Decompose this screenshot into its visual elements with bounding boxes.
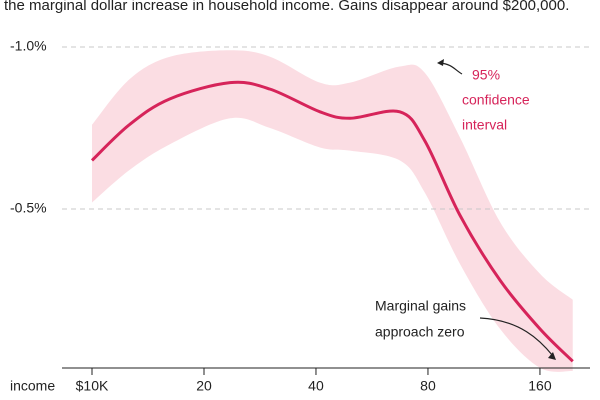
band-label: 95% [472,67,500,83]
arrowhead [437,59,444,66]
plot: -1.0% -0.5% $10K 20 40 80 160 95% confidence inte… [10,38,590,394]
x-tick-label: 20 [196,378,212,394]
x-tick-label: 160 [528,378,552,394]
arrow [479,317,554,357]
chart-subtitle: the marginal dollar increase in househol… [4,0,569,14]
x-tick-label: $10K [76,378,109,394]
x-tick-label: 80 [420,378,436,394]
line [90,80,574,363]
annotation: approach zero [375,324,465,340]
confidence-band [92,50,573,372]
x-tick-label: 40 [308,378,324,394]
arrow [439,62,463,75]
band-label: confidence [462,92,530,108]
band-label: interval [462,117,507,133]
y-tick-label: -0.5% [10,200,47,216]
y-tick-label: -1.0% [10,38,47,54]
annotation: Marginal gains [375,298,466,314]
x-axis-label: income [10,378,55,394]
arrowhead [548,352,556,360]
